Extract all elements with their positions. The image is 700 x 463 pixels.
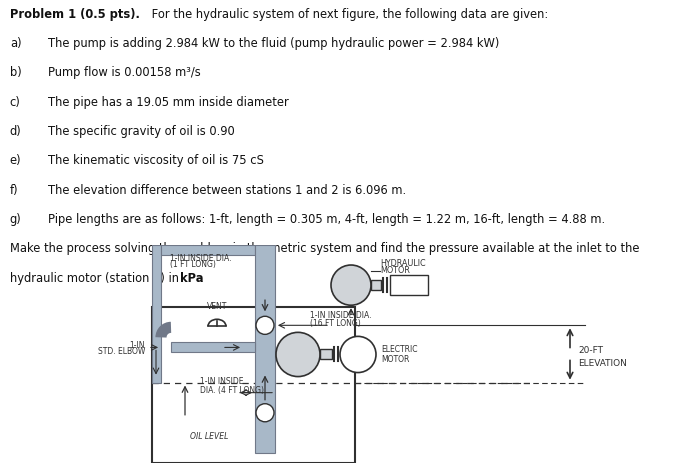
Bar [371, 281, 381, 290]
Text: OIL LEVEL: OIL LEVEL [190, 431, 228, 440]
Circle shape [340, 337, 376, 373]
Text: ELECTRIC: ELECTRIC [381, 344, 417, 353]
Bar [154, 383, 353, 461]
Text: 1-IN INSIDE DIA.: 1-IN INSIDE DIA. [310, 311, 372, 319]
Bar [161, 245, 255, 256]
Text: .: . [200, 271, 204, 284]
Bar [171, 343, 255, 353]
Circle shape [256, 404, 274, 422]
Text: The pipe has a 19.05 mm inside diameter: The pipe has a 19.05 mm inside diameter [48, 95, 288, 108]
Text: 20-FT: 20-FT [578, 345, 603, 354]
Text: STD. ELBOW: STD. ELBOW [97, 346, 145, 355]
Text: LOAD: LOAD [398, 281, 421, 290]
Text: VENT: VENT [206, 301, 228, 311]
Text: 2: 2 [262, 321, 267, 330]
Text: a): a) [10, 37, 22, 50]
Text: Make the process solving the problem in the metric system and find the pressure : Make the process solving the problem in … [10, 242, 639, 255]
Text: b): b) [10, 66, 22, 79]
Circle shape [256, 317, 274, 335]
Text: HYDRAULIC: HYDRAULIC [380, 258, 426, 268]
Text: Problem 1 (0.5 pts).: Problem 1 (0.5 pts). [10, 7, 140, 21]
Text: kPa: kPa [180, 271, 204, 284]
Bar [255, 245, 275, 453]
Text: The elevation difference between stations 1 and 2 is 6.096 m.: The elevation difference between station… [48, 183, 406, 196]
Text: MOTOR: MOTOR [380, 265, 410, 275]
Text: For the hydraulic system of next figure, the following data are given:: For the hydraulic system of next figure,… [148, 7, 549, 21]
Text: ELEVATION: ELEVATION [578, 358, 627, 367]
Text: Pipe lengths are as follows: 1-ft, length = 0.305 m, 4-ft, length = 1.22 m, 16-f: Pipe lengths are as follows: 1-ft, lengt… [48, 213, 605, 225]
Bar [320, 350, 332, 360]
Text: DIA. (4 FT LONG): DIA. (4 FT LONG) [200, 385, 264, 394]
Text: hydraulic motor (station 2) in: hydraulic motor (station 2) in [10, 271, 183, 284]
Text: MOTOR: MOTOR [381, 354, 409, 363]
Text: The specific gravity of oil is 0.90: The specific gravity of oil is 0.90 [48, 125, 234, 138]
Text: (16 FT LONG): (16 FT LONG) [310, 319, 360, 328]
Text: M: M [353, 350, 363, 360]
Bar [152, 307, 355, 463]
Text: c): c) [10, 95, 21, 108]
Circle shape [276, 332, 320, 377]
Text: (1 FT LONG): (1 FT LONG) [170, 259, 216, 269]
Text: PUMP: PUMP [287, 350, 309, 359]
Text: The pump is adding 2.984 kW to the fluid (pump hydraulic power = 2.984 kW): The pump is adding 2.984 kW to the fluid… [48, 37, 499, 50]
Bar [152, 245, 161, 383]
Text: Pump flow is 0.00158 m³/s: Pump flow is 0.00158 m³/s [48, 66, 200, 79]
Text: d): d) [10, 125, 22, 138]
Circle shape [331, 265, 371, 306]
Text: The kinematic viscosity of oil is 75 cS: The kinematic viscosity of oil is 75 cS [48, 154, 263, 167]
Bar [390, 275, 428, 295]
Text: 1-IN: 1-IN [130, 340, 145, 349]
Text: e): e) [10, 154, 22, 167]
Text: g): g) [10, 213, 22, 225]
Text: 1: 1 [262, 408, 267, 417]
Text: 1-IN INSIDE: 1-IN INSIDE [200, 376, 244, 385]
Text: 1-IN INSIDE DIA.: 1-IN INSIDE DIA. [170, 253, 232, 263]
Text: f): f) [10, 183, 18, 196]
